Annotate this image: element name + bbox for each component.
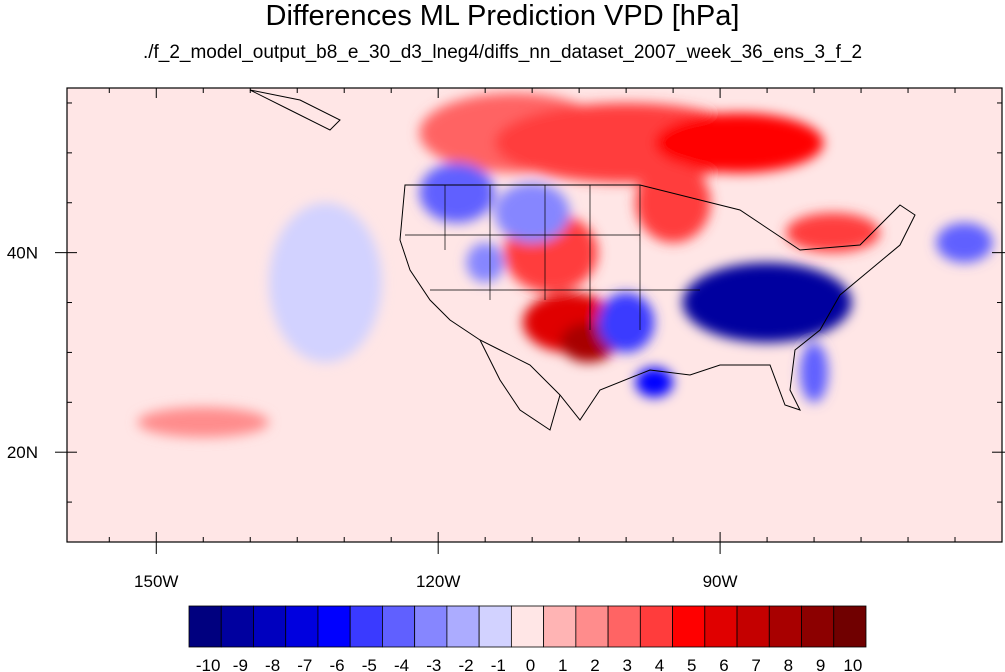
colorbar-swatch (543, 605, 577, 648)
state-borders (405, 185, 700, 330)
colorbar-swatch (382, 605, 416, 648)
colorbar-label: 2 (590, 656, 599, 672)
colorbar-label: -3 (426, 656, 441, 672)
colorbar-swatch (801, 605, 835, 648)
colorbar-swatch (768, 605, 802, 648)
colorbar-label: 0 (526, 656, 535, 672)
colorbar-swatch (575, 605, 609, 648)
map-title: Differences ML Prediction VPD [hPa] (265, 0, 740, 32)
map-subtitle: ./f_2_model_output_b8_e_30_d3_lneg4/diff… (142, 42, 863, 63)
field-patch (635, 367, 674, 398)
colorbar-swatch (704, 605, 738, 648)
colorbar-label: 4 (655, 656, 664, 672)
colorbar-label: -8 (265, 656, 280, 672)
colorbar-label: -7 (297, 656, 312, 672)
colorbar-swatch (478, 605, 512, 648)
field-patch (419, 162, 495, 223)
field-patch (785, 212, 880, 253)
field-patch (635, 162, 711, 243)
lat-tick-label: 20N (7, 443, 38, 462)
field-patch (799, 342, 829, 403)
alaska-coast (249, 89, 341, 131)
colorbar-label: -4 (394, 656, 409, 672)
field-patch (494, 182, 570, 243)
colorbar-label: 7 (751, 656, 760, 672)
field-patch (936, 222, 993, 263)
colorbar-swatch (285, 605, 319, 648)
colorbar-swatch (736, 605, 770, 648)
lon-tick-label: 90W (703, 572, 738, 591)
plot-frame (66, 87, 1003, 543)
plot-area (67, 88, 1002, 542)
colorbar-label: 10 (843, 656, 862, 672)
colorbar-label: 6 (719, 656, 728, 672)
field-patch (597, 292, 655, 353)
colorbar-swatch (639, 605, 673, 648)
colorbar-label: -1 (491, 656, 506, 672)
colorbar-swatch (414, 605, 448, 648)
colorbar-label: 3 (622, 656, 631, 672)
colorbar-label: -9 (233, 656, 248, 672)
colorbar-swatch (510, 605, 545, 648)
field-patch (654, 112, 824, 173)
lat-tick-label: 40N (7, 244, 38, 263)
colorbar-label: 9 (816, 656, 825, 672)
colorbar-swatch (220, 605, 254, 648)
colorbar-swatch (188, 605, 222, 648)
difference-field (137, 92, 993, 438)
colorbar-swatch (672, 605, 706, 648)
colorbar-swatch (607, 605, 641, 648)
colorbar-swatch (349, 605, 383, 648)
field-patch (682, 262, 852, 343)
lon-tick-label: 150W (134, 572, 178, 591)
colorbar-label: 8 (784, 656, 793, 672)
colorbar-label: -10 (196, 656, 221, 672)
colorbar-swatch (317, 605, 351, 648)
colorbar-label: -2 (458, 656, 473, 672)
colorbar-label: 5 (687, 656, 696, 672)
lon-tick-label: 120W (416, 572, 460, 591)
colorbar-label: 1 (558, 656, 567, 672)
field-patch (466, 242, 504, 283)
colorbar-swatch (446, 605, 480, 648)
colorbar-swatch (833, 605, 867, 648)
baja-outline (479, 339, 561, 431)
field-patch (269, 202, 382, 363)
field-patch (137, 407, 270, 438)
colorbar-swatch (253, 605, 287, 648)
colorbar-label: -5 (362, 656, 377, 672)
colorbar-label: -6 (330, 656, 345, 672)
colorbar: -10 -9 -8 -7 -6 -5 -4 -3 -2 -1 0 1 2 3 4 5 6 7 8 9 10 (188, 605, 867, 672)
axis-ticks: 150W 120W 90W 40N 20N (7, 88, 1005, 591)
